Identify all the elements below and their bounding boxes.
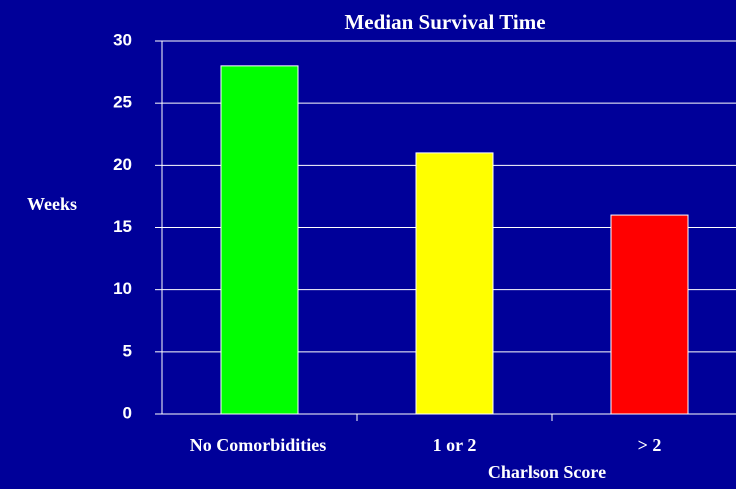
y-tick-label: 15 [113,217,132,236]
x-tick-label: > 2 [638,435,662,455]
x-tick-label: 1 or 2 [433,435,477,455]
bar [415,152,494,415]
y-tick-label: 5 [123,341,132,360]
x-axis-label: Charlson Score [488,462,606,482]
y-tick-label: 25 [113,93,132,112]
bar [220,65,299,415]
x-tick-label: No Comorbidities [190,435,327,455]
y-tick-label: 30 [113,30,132,49]
y-tick-label: 20 [113,155,132,174]
y-axis-label: Weeks [27,194,77,214]
y-tick-label: 0 [123,403,132,422]
y-tick-label: 10 [113,279,132,298]
bar [610,214,689,415]
chart-title: Median Survival Time [344,10,545,34]
